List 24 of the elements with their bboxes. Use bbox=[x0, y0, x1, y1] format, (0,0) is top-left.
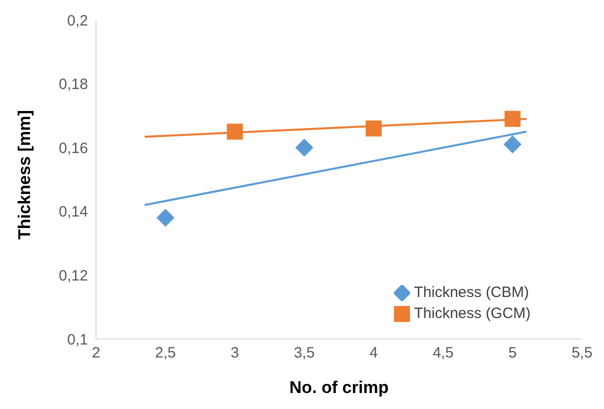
point bbox=[156, 208, 174, 227]
point bbox=[295, 138, 314, 157]
point bbox=[366, 120, 382, 136]
y-tick-label: 0,2 bbox=[67, 12, 88, 30]
x-tick-label: 4 bbox=[370, 344, 378, 362]
point bbox=[504, 110, 521, 127]
y-tick-label: 0,14 bbox=[58, 204, 88, 221]
legend-label: Thickness (GCM) bbox=[414, 305, 531, 322]
legend-label: Thickness (CBM) bbox=[414, 284, 530, 301]
x-tick-label: 4,5 bbox=[432, 344, 454, 362]
point bbox=[226, 124, 243, 140]
x-tick-label: 2,5 bbox=[155, 344, 176, 362]
point bbox=[504, 135, 522, 154]
x-tick-label: 3 bbox=[230, 344, 240, 362]
y-axis-title: Thickness [mm] bbox=[15, 110, 34, 240]
x-tick-label: 5 bbox=[508, 344, 517, 362]
x-tick-label: 5,5 bbox=[572, 344, 592, 362]
x-tick-label: 2 bbox=[92, 344, 100, 362]
y-tick-label: 0,16 bbox=[58, 140, 88, 157]
y-tick-label: 0,18 bbox=[58, 76, 88, 94]
x-axis-title: No. of crimp bbox=[289, 378, 389, 397]
y-tick-label: 0,12 bbox=[58, 268, 88, 285]
y-tick-label: 0,1 bbox=[67, 331, 88, 348]
x-tick-label: 3,5 bbox=[294, 344, 315, 362]
